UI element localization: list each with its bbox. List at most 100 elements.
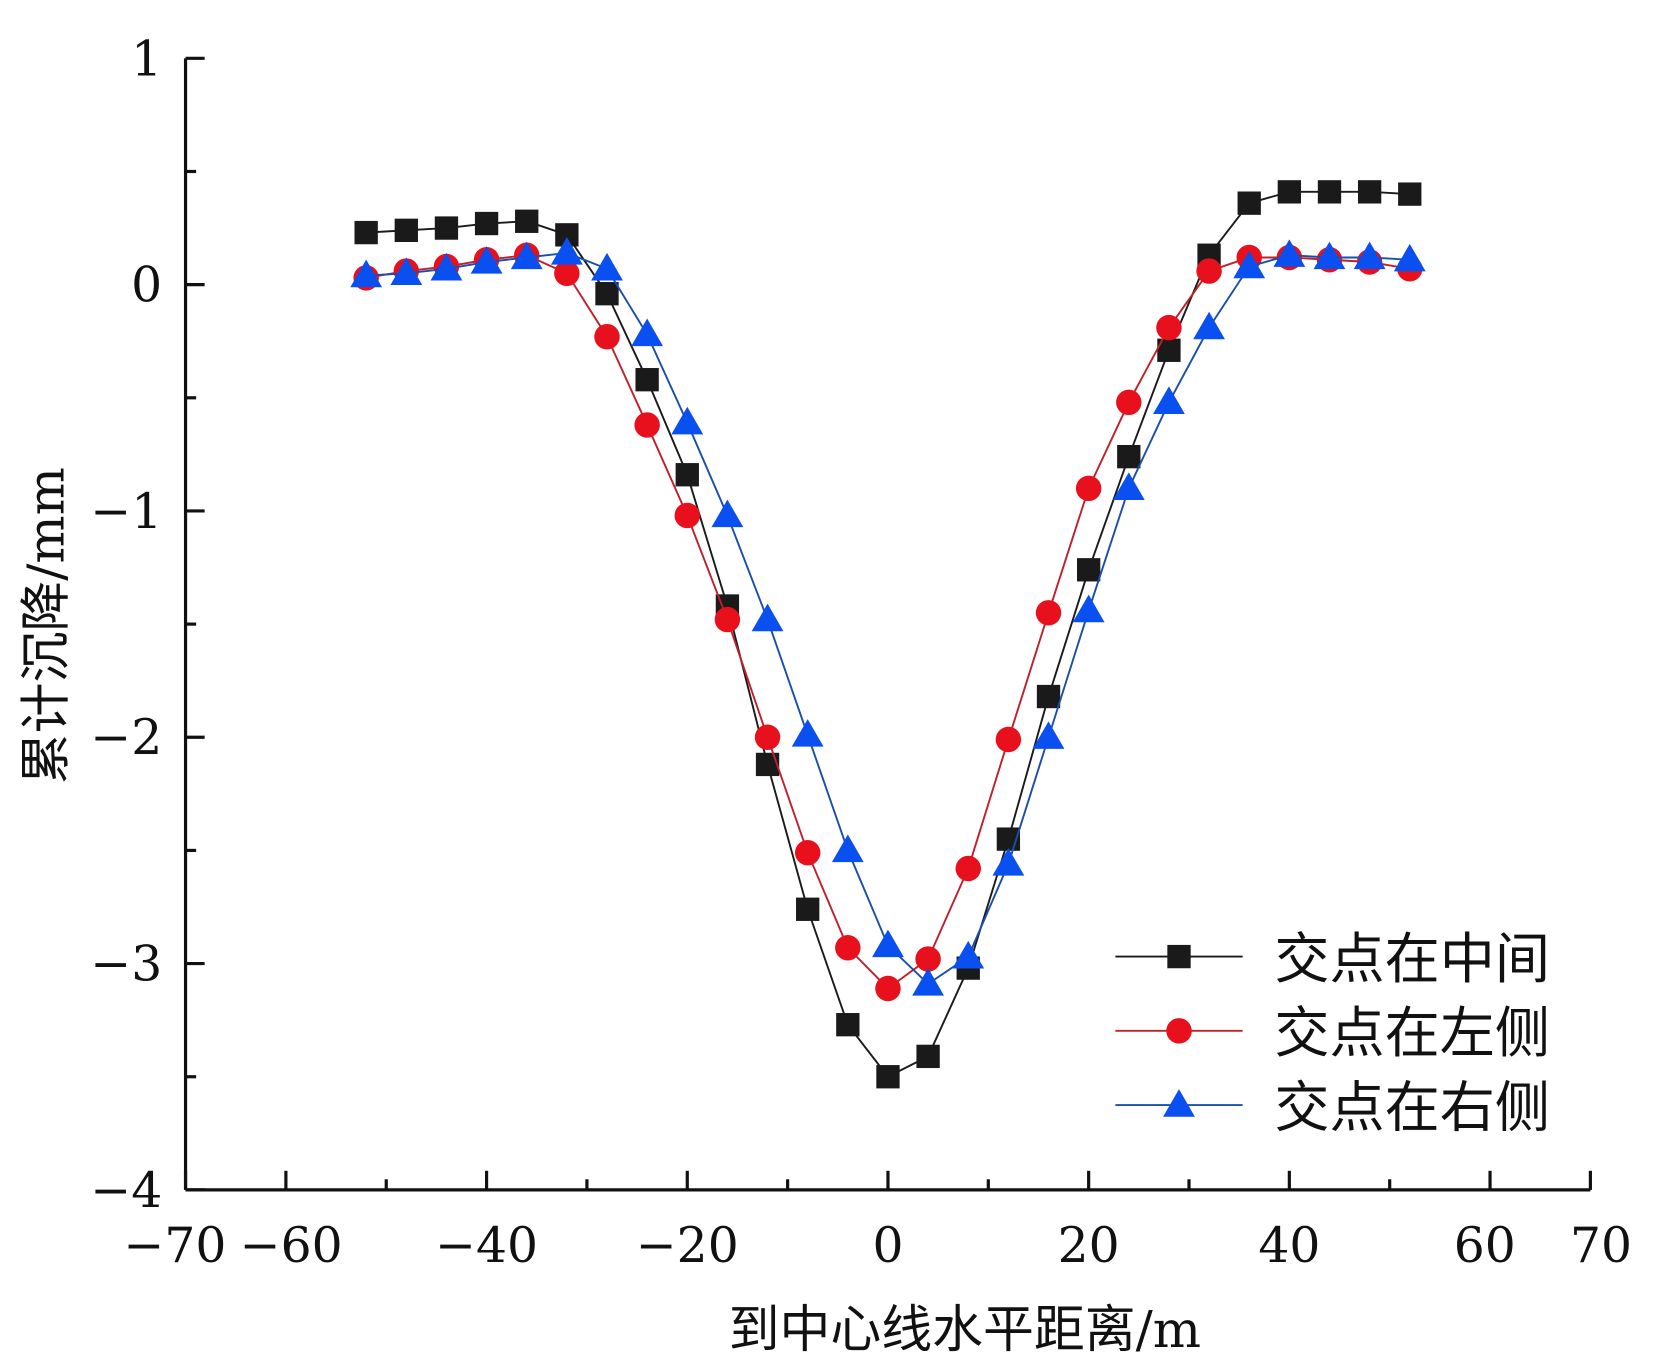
x-tick-label: −20: [636, 1217, 739, 1274]
triangle-marker: [1072, 594, 1105, 623]
triangle-marker: [1193, 311, 1225, 340]
triangle-marker: [992, 848, 1025, 876]
triangle-marker: [1233, 250, 1266, 279]
circle-marker: [875, 975, 901, 1002]
triangle-marker: [671, 406, 704, 435]
x-tick-label: −70: [123, 1217, 226, 1274]
x-axis-label: 到中心线水平距离/m: [729, 1301, 1201, 1360]
triangle-marker: [791, 719, 824, 747]
triangle-marker: [872, 929, 904, 958]
circle-marker: [594, 323, 620, 350]
x-tick-label: 60: [1454, 1217, 1516, 1274]
circle-marker: [714, 606, 741, 633]
x-tick-label: −60: [240, 1217, 343, 1274]
y-tick-label: −2: [90, 709, 162, 766]
y-tick-label: −4: [90, 1162, 162, 1219]
y-tick-label: 0: [131, 257, 162, 314]
triangle-marker: [1163, 1089, 1195, 1117]
y-axis-label: 累计沉降/mm: [18, 467, 77, 784]
x-tick-label: 0: [872, 1217, 903, 1274]
circle-marker: [1035, 600, 1062, 626]
triangle-marker: [631, 318, 664, 347]
series-layer: [350, 180, 1426, 1089]
triangle-marker: [952, 940, 985, 969]
legend-item: 交点在中间: [1115, 928, 1550, 992]
circle-marker: [794, 839, 821, 866]
square-marker: [876, 1065, 900, 1089]
triangle-marker: [1313, 241, 1346, 270]
legend-label: 交点在中间: [1274, 928, 1550, 992]
triangle-marker: [1353, 241, 1386, 270]
legend-label: 交点在左侧: [1274, 1002, 1550, 1066]
series-line: [366, 254, 1410, 990]
legend-item: 交点在左侧: [1115, 1002, 1550, 1066]
square-marker: [394, 218, 418, 242]
square-marker: [1117, 444, 1141, 469]
circle-marker: [1116, 389, 1142, 416]
circle-marker: [1075, 475, 1102, 502]
square-marker: [1398, 182, 1422, 206]
triangle-marker: [1393, 243, 1426, 272]
circle-marker: [915, 946, 941, 972]
triangle-marker: [591, 252, 623, 281]
circle-marker: [835, 935, 861, 961]
series-line: [366, 251, 1410, 986]
triangle-marker: [510, 241, 543, 270]
square-marker: [595, 282, 619, 306]
circle-marker: [955, 855, 981, 882]
square-marker: [1317, 180, 1342, 204]
square-marker: [675, 463, 699, 487]
square-marker: [515, 209, 539, 233]
circle-marker: [674, 502, 700, 529]
circle-marker: [634, 412, 660, 438]
triangle-marker: [912, 968, 945, 996]
triangle-marker: [470, 246, 503, 274]
legend-label: 交点在右侧: [1274, 1076, 1550, 1140]
triangle-marker: [430, 252, 463, 281]
square-marker: [1277, 180, 1302, 204]
y-tick-label: −3: [90, 936, 162, 993]
square-marker: [796, 897, 820, 921]
square-marker: [836, 1013, 860, 1037]
triangle-marker: [711, 499, 744, 528]
circle-marker: [995, 726, 1022, 753]
square-marker: [1076, 558, 1101, 582]
triangle-marker: [1153, 386, 1185, 414]
x-tick-label: 70: [1570, 1217, 1632, 1274]
square-marker: [755, 752, 780, 777]
square-marker: [434, 216, 459, 240]
square-marker: [1237, 191, 1261, 215]
series-circle: [353, 242, 1423, 1002]
square-marker: [635, 368, 659, 392]
circle-marker: [554, 260, 580, 287]
series-triangle: [350, 237, 1426, 996]
triangle-marker: [1112, 472, 1145, 500]
square-marker: [474, 211, 499, 236]
square-marker: [1157, 338, 1181, 362]
square-marker: [1357, 180, 1382, 204]
square-marker: [1036, 684, 1061, 709]
axes: −70 −60 −40 −20 0 20 40 60 70 1 0 −1 −2 −3 −4: [90, 30, 1632, 1274]
triangle-marker: [831, 834, 864, 863]
series-square: [354, 180, 1422, 1089]
legend-item: 交点在右侧: [1115, 1076, 1550, 1140]
square-marker: [354, 220, 378, 245]
triangle-marker: [390, 257, 423, 285]
x-tick-label: 20: [1058, 1217, 1120, 1274]
circle-marker: [1196, 258, 1222, 284]
square-marker: [555, 223, 579, 247]
triangle-marker: [751, 603, 784, 632]
circle-marker: [1166, 1018, 1192, 1044]
x-tick-label: −40: [435, 1217, 538, 1274]
x-tick-label: 40: [1258, 1217, 1320, 1274]
triangle-marker: [1273, 239, 1306, 267]
square-marker: [1167, 944, 1191, 969]
triangle-marker: [1032, 721, 1065, 749]
triangle-marker: [550, 237, 583, 265]
y-tick-label: −1: [90, 483, 162, 540]
circle-marker: [1156, 314, 1182, 341]
square-marker: [916, 1044, 940, 1069]
y-tick-label: 1: [131, 30, 162, 87]
